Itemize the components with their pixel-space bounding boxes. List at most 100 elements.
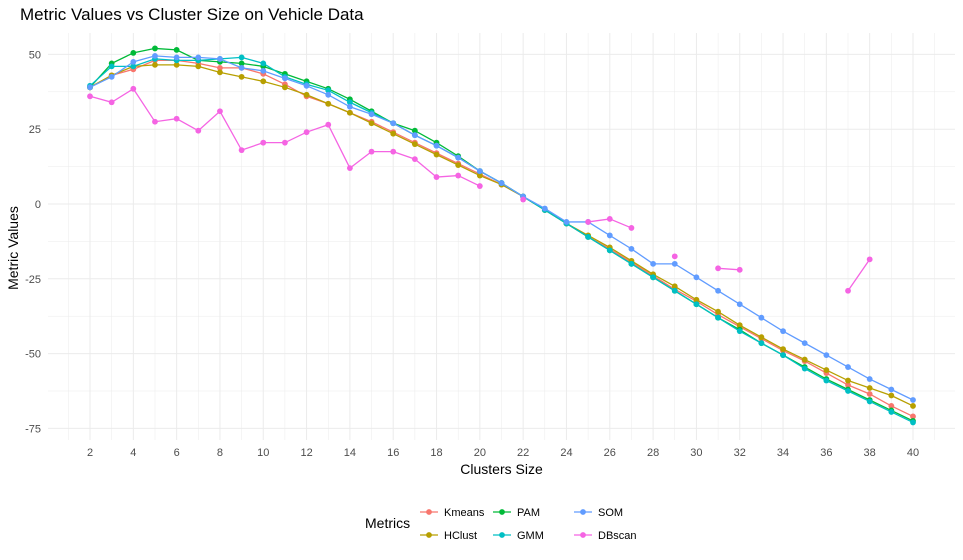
data-point-gmm — [888, 409, 895, 415]
data-point-dbscan — [108, 99, 115, 106]
data-point-pam — [238, 60, 245, 67]
legend-key-point — [580, 509, 586, 515]
x-tick-label: 30 — [690, 447, 702, 459]
data-point-hclust — [325, 100, 332, 107]
data-point-dbscan — [325, 121, 332, 128]
x-tick-label: 32 — [734, 447, 746, 459]
data-point-som — [173, 54, 180, 61]
y-tick-label: 0 — [35, 199, 41, 211]
data-point-som — [390, 120, 397, 127]
data-point-gmm — [606, 247, 613, 254]
data-point-som — [758, 314, 765, 321]
data-point-som — [108, 73, 115, 80]
data-point-som — [801, 340, 808, 347]
x-tick-label: 20 — [474, 447, 486, 459]
data-point-hclust — [390, 130, 397, 137]
data-point-dbscan — [411, 156, 418, 163]
data-point-hclust — [758, 334, 765, 341]
data-point-dbscan — [238, 147, 245, 154]
legend-key-point — [499, 509, 505, 515]
data-point-som — [303, 82, 310, 89]
data-point-som — [845, 364, 851, 370]
data-point-som — [866, 376, 873, 382]
data-point-hclust — [411, 141, 418, 148]
data-point-hclust — [173, 61, 180, 68]
legend-label: DBscan — [598, 530, 637, 542]
legend-item-gmm: GMM — [493, 530, 544, 542]
data-point-gmm — [823, 377, 830, 384]
data-point-som — [823, 352, 830, 358]
legend-key-point — [426, 532, 432, 538]
data-point-hclust — [845, 377, 851, 384]
data-point-hclust — [195, 63, 202, 70]
data-point-dbscan — [671, 253, 678, 260]
data-point-gmm — [715, 314, 721, 321]
data-point-dbscan — [433, 174, 440, 180]
series-som — [87, 52, 916, 403]
x-tick-label: 12 — [300, 447, 312, 459]
series-group — [87, 45, 916, 426]
data-point-gmm — [671, 287, 678, 294]
data-point-som — [498, 180, 505, 186]
data-point-hclust — [671, 283, 678, 290]
x-tick-label: 24 — [560, 447, 572, 459]
data-point-som — [476, 168, 483, 174]
data-point-dbscan — [866, 256, 873, 263]
data-point-som — [780, 328, 786, 335]
data-point-gmm — [585, 234, 592, 240]
data-point-dbscan — [845, 287, 851, 294]
data-point-dbscan — [606, 216, 613, 222]
data-point-gmm — [108, 63, 115, 70]
data-point-dbscan — [715, 265, 721, 272]
data-point-som — [628, 245, 635, 252]
chart-title: Metric Values vs Cluster Size on Vehicle… — [20, 5, 364, 24]
data-point-dbscan — [736, 266, 743, 273]
x-tick-label: 8 — [217, 447, 223, 459]
data-point-som — [152, 52, 158, 59]
x-tick-label: 2 — [87, 447, 93, 459]
data-point-som — [130, 58, 137, 65]
data-point-hclust — [801, 356, 808, 363]
data-point-som — [87, 84, 93, 91]
legend-item-hclust: HClust — [420, 530, 477, 542]
data-point-kmeans — [910, 413, 916, 420]
data-point-som — [606, 232, 613, 239]
data-point-hclust — [736, 322, 743, 329]
grid — [48, 33, 955, 440]
data-point-gmm — [346, 99, 353, 106]
data-point-hclust — [238, 73, 245, 80]
data-point-hclust — [693, 296, 700, 303]
data-point-som — [715, 287, 721, 294]
data-point-hclust — [715, 308, 721, 315]
legend-label: Kmeans — [444, 507, 485, 519]
data-point-som — [910, 397, 916, 403]
data-point-hclust — [780, 346, 786, 353]
legend-item-pam: PAM — [493, 507, 540, 519]
y-tick-label: 50 — [29, 49, 41, 61]
data-point-gmm — [628, 260, 635, 267]
y-axis-ticks: 50 25 0 -25 -50 -75 — [25, 49, 41, 435]
legend-item-som: SOM — [574, 507, 623, 519]
data-point-dbscan — [346, 165, 353, 171]
data-point-gmm — [736, 328, 743, 335]
legend-label: PAM — [517, 507, 540, 519]
data-point-som — [693, 274, 700, 281]
data-point-pam — [130, 50, 137, 56]
data-point-som — [260, 67, 267, 74]
data-point-kmeans — [845, 382, 851, 388]
legend-title: Metrics — [365, 515, 410, 531]
data-point-dbscan — [282, 139, 288, 146]
data-point-gmm — [238, 54, 245, 61]
data-point-gmm — [801, 365, 808, 372]
data-point-hclust — [455, 162, 462, 169]
data-point-som — [325, 91, 332, 98]
data-point-som — [455, 154, 462, 161]
data-point-som — [671, 260, 678, 267]
data-point-hclust — [217, 69, 223, 76]
data-point-hclust — [303, 91, 310, 98]
x-tick-label: 14 — [344, 447, 356, 459]
data-point-som — [563, 219, 570, 225]
data-point-gmm — [325, 87, 332, 94]
data-point-hclust — [346, 109, 353, 116]
